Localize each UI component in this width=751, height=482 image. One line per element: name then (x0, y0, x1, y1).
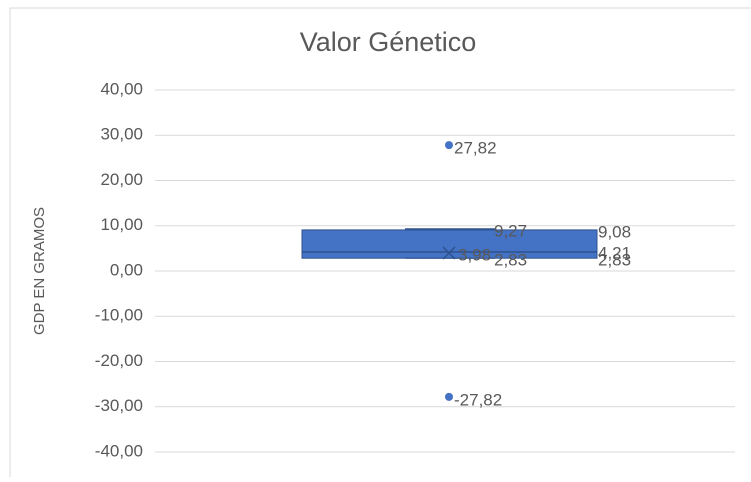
outlier (445, 392, 453, 401)
y-tick-label: -30,00 (95, 396, 143, 415)
y-tick-label: 30,00 (100, 125, 143, 144)
y-axis-label: GDP EN GRAMOS (31, 207, 48, 335)
data-label: 2,83 (494, 251, 527, 270)
y-tick-label: -40,00 (95, 441, 143, 460)
data-label: 4,21 (598, 243, 631, 262)
chart-title: Valor Génetico (300, 27, 477, 57)
data-label: 2,83 (598, 251, 631, 270)
y-tick-label: -10,00 (95, 306, 143, 325)
y-tick-label: 10,00 (100, 215, 143, 234)
data-label: 9,08 (598, 222, 631, 241)
y-tick-label: 40,00 (100, 79, 143, 98)
y-tick-label: -20,00 (95, 351, 143, 370)
y-tick-label: 0,00 (110, 260, 143, 279)
y-tick-label: 20,00 (100, 170, 143, 189)
data-label: 9,27 (494, 222, 527, 241)
data-label: 27,82 (454, 139, 497, 158)
mean-marker (442, 246, 456, 260)
data-label: -27,82 (454, 390, 502, 409)
outlier (445, 141, 453, 150)
data-label: 3,98 (458, 245, 491, 264)
